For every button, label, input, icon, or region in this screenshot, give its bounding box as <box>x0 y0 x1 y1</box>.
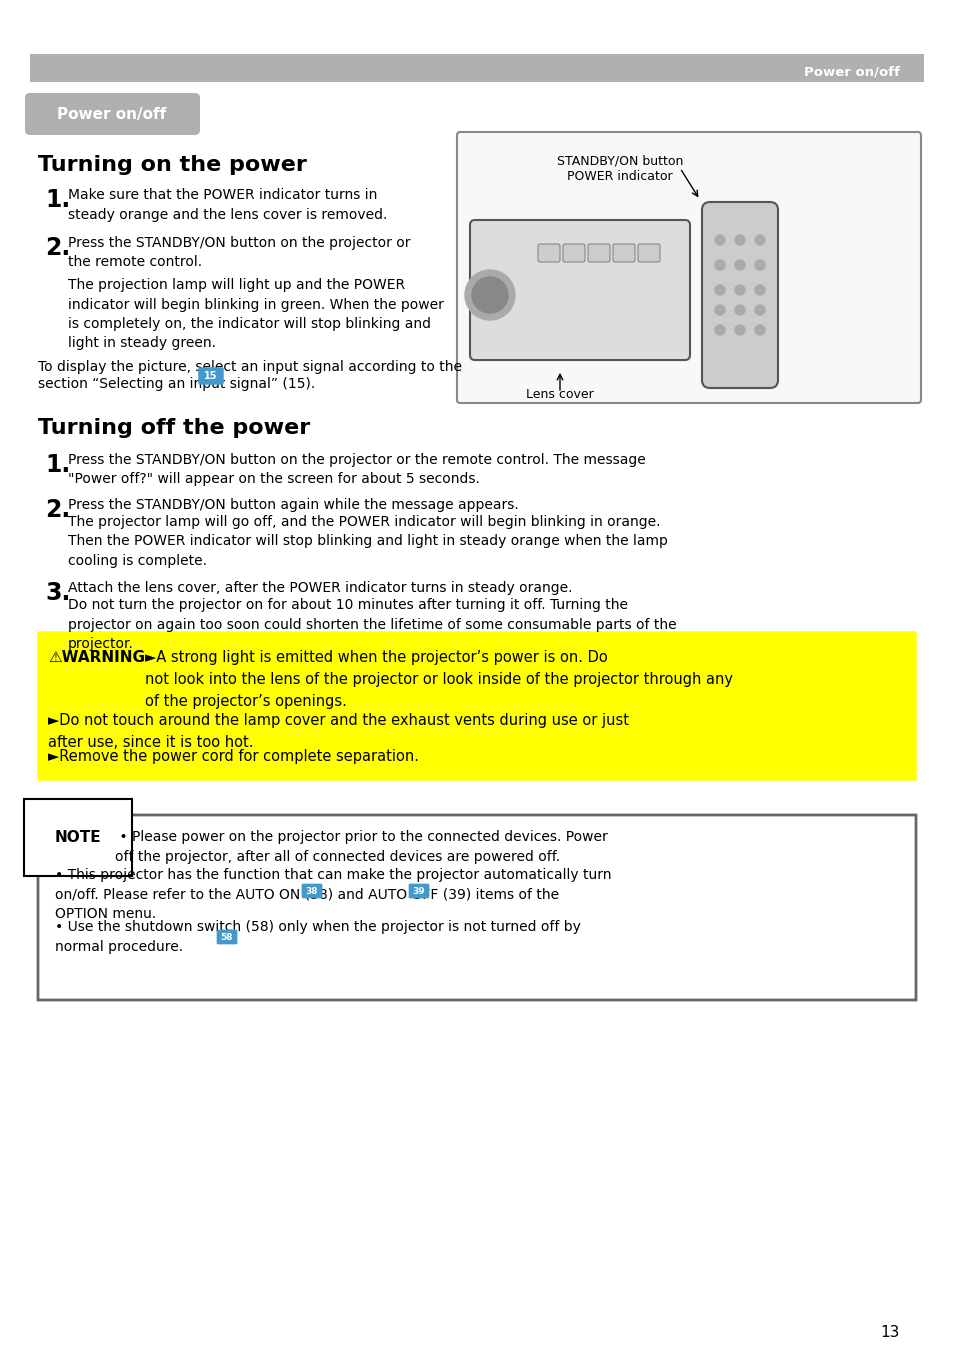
Text: 58: 58 <box>220 933 233 941</box>
FancyBboxPatch shape <box>409 884 429 898</box>
Text: 38: 38 <box>305 887 318 895</box>
Circle shape <box>714 284 724 295</box>
Text: Press the STANDBY/ON button on the projector or the remote control. The message
: Press the STANDBY/ON button on the proje… <box>68 454 645 486</box>
Text: To display the picture, select an input signal according to the: To display the picture, select an input … <box>38 360 461 374</box>
Text: • Use the shutdown switch (⁠⁠58) only when the projector is not turned off by
no: • Use the shutdown switch (⁠⁠58) only wh… <box>55 919 580 953</box>
FancyBboxPatch shape <box>613 244 635 263</box>
Text: 1.: 1. <box>45 454 71 477</box>
FancyBboxPatch shape <box>25 93 200 135</box>
FancyBboxPatch shape <box>216 930 236 944</box>
FancyBboxPatch shape <box>302 884 322 898</box>
Text: The projector lamp will go off, and the POWER indicator will begin blinking in o: The projector lamp will go off, and the … <box>68 515 667 567</box>
Circle shape <box>734 236 744 245</box>
Text: 2.: 2. <box>45 236 71 260</box>
Text: 39: 39 <box>413 887 425 895</box>
Text: NOTE: NOTE <box>55 830 102 845</box>
FancyBboxPatch shape <box>38 632 915 780</box>
Circle shape <box>714 325 724 334</box>
Text: Press the STANDBY/ON button again while the message appears.: Press the STANDBY/ON button again while … <box>68 498 518 512</box>
Text: Power on/off: Power on/off <box>57 107 167 122</box>
Text: POWER indicator: POWER indicator <box>567 171 672 183</box>
Circle shape <box>714 305 724 315</box>
Circle shape <box>754 305 764 315</box>
FancyBboxPatch shape <box>38 815 915 1001</box>
Text: section “Selecting an input signal” (⁠⁠⁠15).: section “Selecting an input signal” (⁠⁠⁠… <box>38 376 314 391</box>
Text: STANDBY/ON button: STANDBY/ON button <box>557 154 682 168</box>
FancyBboxPatch shape <box>562 244 584 263</box>
Text: Power on/off: Power on/off <box>803 65 899 79</box>
Text: Turning on the power: Turning on the power <box>38 154 307 175</box>
Text: 2.: 2. <box>45 498 71 523</box>
Circle shape <box>734 305 744 315</box>
Text: • Please power on the projector prior to the connected devices. Power
off the pr: • Please power on the projector prior to… <box>115 830 607 864</box>
Text: Do not turn the projector on for about 10 minutes after turning it off. Turning : Do not turn the projector on for about 1… <box>68 598 676 651</box>
Circle shape <box>754 325 764 334</box>
Circle shape <box>714 236 724 245</box>
Circle shape <box>734 260 744 269</box>
Text: The projection lamp will light up and the POWER
indicator will begin blinking in: The projection lamp will light up and th… <box>68 278 443 351</box>
FancyBboxPatch shape <box>638 244 659 263</box>
Text: 13: 13 <box>880 1326 899 1340</box>
Text: • This projector has the function that can make the projector automatically turn: • This projector has the function that c… <box>55 868 611 921</box>
Circle shape <box>464 269 515 320</box>
Circle shape <box>754 284 764 295</box>
Circle shape <box>754 236 764 245</box>
Text: ►Do not touch around the lamp cover and the exhaust vents during use or just
aft: ►Do not touch around the lamp cover and … <box>48 714 628 750</box>
Text: Make sure that the POWER indicator turns in
steady orange and the lens cover is : Make sure that the POWER indicator turns… <box>68 188 387 222</box>
Text: Lens cover: Lens cover <box>525 389 594 401</box>
Circle shape <box>734 284 744 295</box>
Text: 3.: 3. <box>45 581 71 605</box>
FancyBboxPatch shape <box>30 54 923 83</box>
Circle shape <box>714 260 724 269</box>
Text: ►Remove the power cord for complete separation.: ►Remove the power cord for complete sepa… <box>48 749 418 764</box>
FancyBboxPatch shape <box>456 131 920 403</box>
Circle shape <box>754 260 764 269</box>
Text: ►A strong light is emitted when the projector’s power is on. Do
not look into th: ►A strong light is emitted when the proj… <box>145 650 732 709</box>
FancyBboxPatch shape <box>701 202 778 389</box>
Text: ⚠WARNING: ⚠WARNING <box>48 650 145 665</box>
Text: Attach the lens cover, after the POWER indicator turns in steady orange.: Attach the lens cover, after the POWER i… <box>68 581 572 594</box>
Circle shape <box>734 325 744 334</box>
Circle shape <box>472 278 507 313</box>
FancyBboxPatch shape <box>587 244 609 263</box>
Text: 1.: 1. <box>45 188 71 213</box>
FancyBboxPatch shape <box>537 244 559 263</box>
Text: 15: 15 <box>204 371 217 380</box>
Text: Press the STANDBY/ON button on the projector or
the remote control.: Press the STANDBY/ON button on the proje… <box>68 236 410 269</box>
Text: Turning off the power: Turning off the power <box>38 418 310 437</box>
FancyBboxPatch shape <box>470 219 689 360</box>
FancyBboxPatch shape <box>199 368 223 385</box>
